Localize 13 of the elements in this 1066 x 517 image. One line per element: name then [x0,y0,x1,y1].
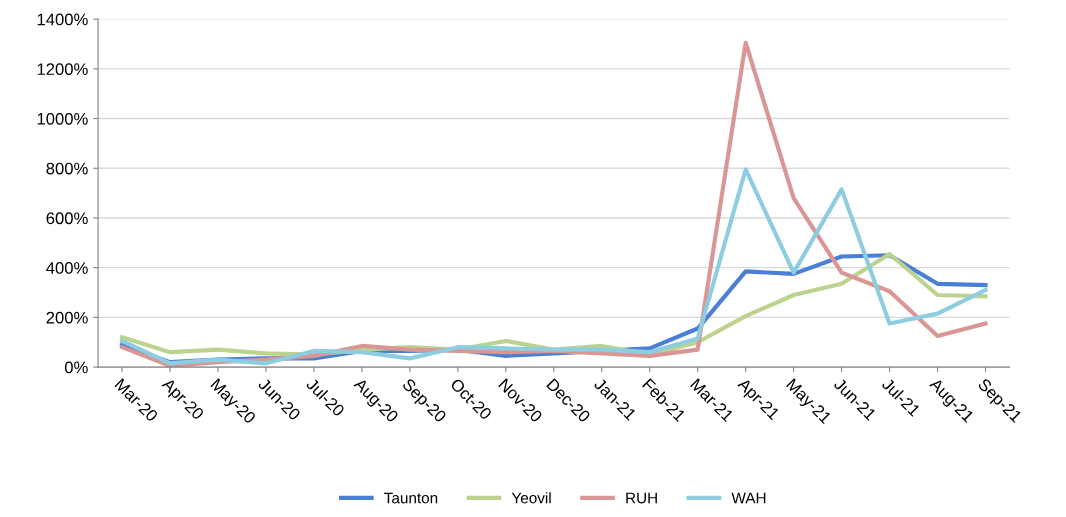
legend-label: Taunton [384,492,438,504]
y-tick-label: 200% [46,311,88,324]
legend-label: WAH [731,492,766,504]
y-tick-label: 1400% [37,13,88,26]
legend-label: RUH [626,492,657,504]
line-series [119,167,988,366]
y-tick-label: 0% [64,361,88,374]
legend-label: Yeovil [511,492,551,504]
y-tick-label: 1000% [37,112,88,125]
y-tick-label: 800% [46,162,88,175]
y-tick-label: 1200% [37,63,88,76]
y-tick-label: 600% [46,212,88,225]
y-tick-label: 400% [46,262,88,274]
